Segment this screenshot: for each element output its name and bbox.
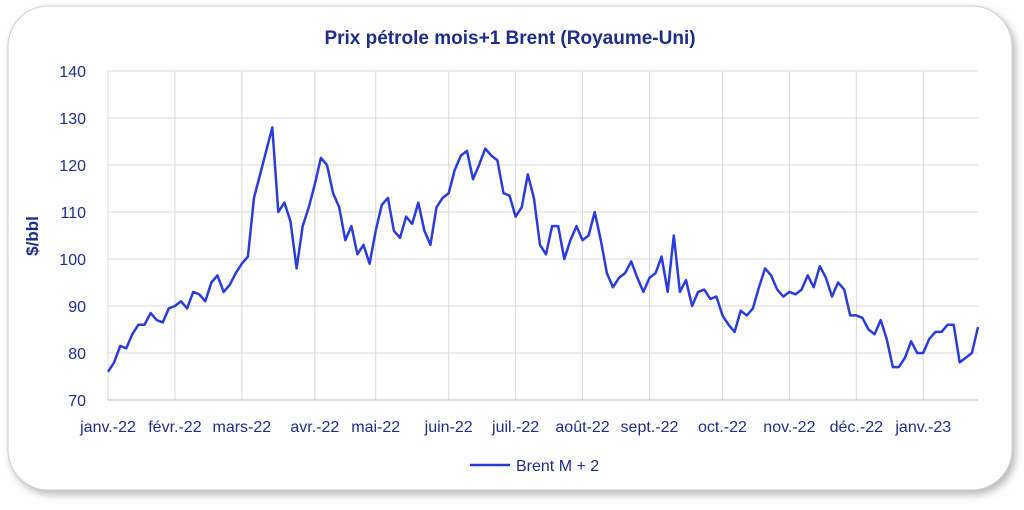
y-tick-label: 100 [59, 252, 86, 269]
x-tick-label: mars-22 [213, 419, 272, 436]
y-tick-label: 140 [59, 64, 86, 81]
y-tick-label: 80 [68, 346, 86, 363]
x-tick-label: oct.-22 [698, 419, 747, 436]
x-tick-label: mai-22 [351, 419, 400, 436]
legend-label: Brent M + 2 [516, 458, 599, 475]
x-tick-label: avr.-22 [290, 419, 339, 436]
y-tick-label: 130 [59, 111, 86, 128]
chart-title: Prix pétrole mois+1 Brent (Royaume-Uni) [324, 28, 695, 49]
x-tick-label: janv.-22 [79, 419, 136, 436]
x-tick-label: sept.-22 [621, 419, 679, 436]
x-tick-label: déc.-22 [830, 419, 883, 436]
y-axis-label: $/bbl [23, 216, 42, 256]
x-tick-label: août-22 [555, 419, 609, 436]
x-tick-label: févr.-22 [148, 419, 201, 436]
y-tick-label: 110 [60, 205, 86, 222]
card [7, 5, 1013, 491]
x-tick-label: juil.-22 [491, 419, 539, 436]
y-tick-label: 120 [59, 158, 86, 175]
x-tick-label: janv.-23 [894, 419, 951, 436]
line-series [106, 126, 980, 373]
y-tick-label: 90 [68, 299, 86, 316]
x-tick-label: nov.-22 [763, 419, 815, 436]
y-tick-label: 70 [68, 393, 86, 410]
x-tick-label: juin-22 [424, 419, 473, 436]
